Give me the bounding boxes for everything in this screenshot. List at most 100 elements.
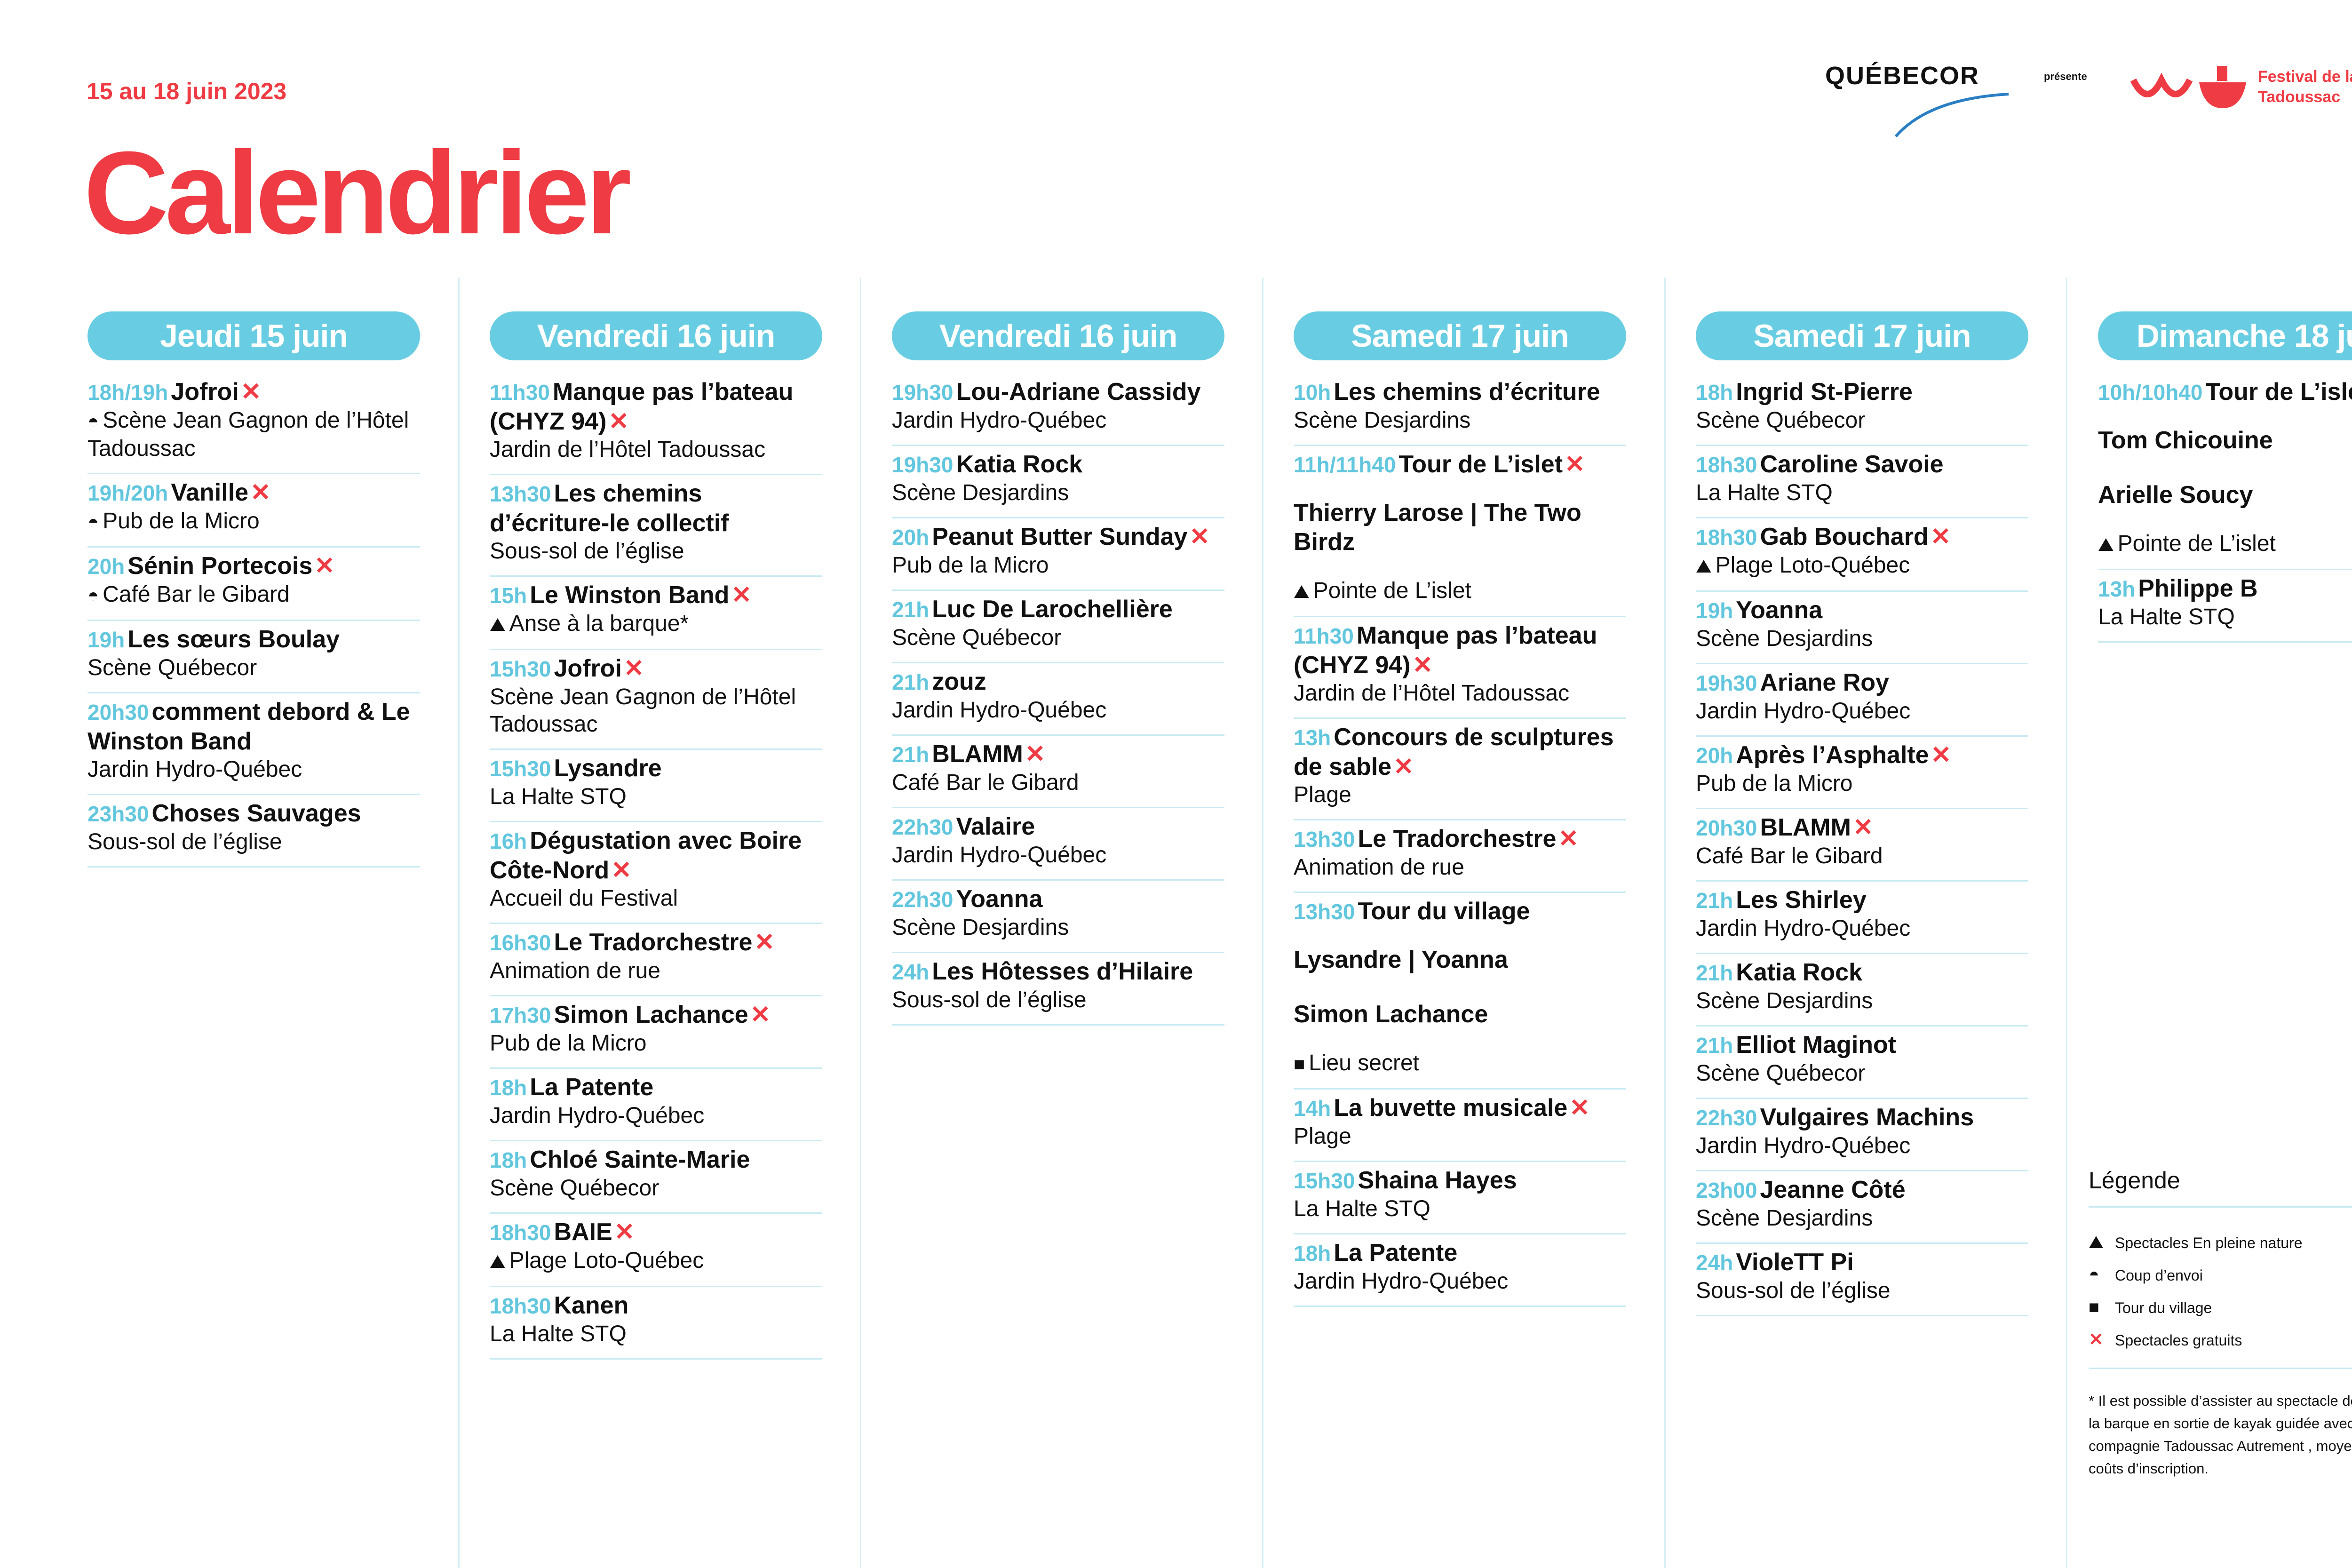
- entry-venue: Plage: [1294, 781, 1626, 809]
- entry-heading: 19h30 Ariane Roy: [1696, 668, 2028, 698]
- entry-heading: 15h30 Jofroi✕: [490, 654, 822, 684]
- entry-title: Les Shirley: [1736, 886, 1867, 914]
- venue-name: Sous-sol de l’église: [490, 539, 684, 564]
- free-x-icon: ✕: [1189, 523, 1210, 550]
- schedule-entry: 18h30 Kanen La Halte STQ: [490, 1287, 822, 1360]
- legend-item: ⛰ Spectacles En pleine nature: [2089, 1226, 2352, 1259]
- entry-title: Sénin Portecois: [127, 552, 313, 580]
- entry-time: 11h/11h40: [1294, 453, 1396, 477]
- entry-venue: Jardin Hydro-Québec: [1696, 698, 2028, 725]
- entry-time: 20h: [892, 525, 930, 549]
- legend-item: ■ Tour du village: [2089, 1291, 2352, 1324]
- entry-heading: 21h zouz: [892, 667, 1224, 697]
- entry-title: Le Winston Band: [530, 581, 730, 609]
- venue-name: Pointe de L’islet: [2117, 531, 2276, 556]
- entry-venue: Scène Desjardins: [892, 479, 1224, 507]
- entry-venue: Scène Québecor: [1696, 407, 2028, 434]
- schedule-entry: 22h30 Valaire Jardin Hydro-Québec: [892, 808, 1224, 881]
- entry-venue: Scène Desjardins: [892, 914, 1224, 941]
- schedule-entry: 18h/19h Jofroi✕ ◓ Scène Jean Gagnon de l’Hô…: [87, 374, 420, 474]
- entry-time: 19h30: [1696, 671, 1757, 695]
- legend-items: ⛰ Spectacles En pleine nature ◓ Coup d’env…: [2089, 1208, 2352, 1369]
- entry-venue: Accueil du Festival: [490, 885, 822, 912]
- entry-time: 20h: [1696, 743, 1733, 768]
- schedule-entry: 11h/11h40 Tour de L’islet✕ Thierry Larose …: [1294, 446, 1626, 617]
- coup-denvoi-icon: ◓: [2089, 1265, 2099, 1285]
- entry-venue: Sous-sol de l’église: [87, 828, 420, 856]
- free-x-icon: ✕: [614, 1218, 635, 1246]
- festival-dates: 15 au 18 juin 2023: [87, 78, 287, 104]
- entry-heading: 19h Les sœurs Boulay: [87, 625, 420, 654]
- schedule-entry: 13h Philippe B La Halte STQ: [2098, 570, 2352, 643]
- entry-time: 21h: [1696, 1033, 1733, 1058]
- entry-time: 24h: [892, 960, 930, 984]
- schedule-entry: 21h Luc De Larochellière Scène Québecor: [892, 591, 1224, 663]
- venue-name: La Halte STQ: [490, 784, 627, 809]
- schedule-entry: 15h30 Lysandre La Halte STQ: [490, 750, 822, 822]
- free-x-icon: ✕: [1931, 741, 1952, 769]
- entry-time: 22h30: [892, 815, 954, 839]
- quebecor-logo: QUÉBECOR: [1825, 61, 2009, 137]
- free-x-icon: ✕: [1852, 814, 1874, 841]
- schedule-entry: 18h30 BAIE✕ ⛰ Plage Loto-Québec: [490, 1214, 822, 1287]
- entry-title: Chloé Sainte-Marie: [530, 1146, 750, 1173]
- entry-venue: Sous-sol de l’église: [892, 987, 1224, 1014]
- entry-title: Caroline Savoie: [1760, 451, 1944, 478]
- entry-time: 20h30: [87, 700, 149, 724]
- schedule-entry: 18h Ingrid St-Pierre Scène Québecor: [1696, 374, 2028, 446]
- entry-title: Jofroi: [171, 378, 239, 406]
- entry-venue: ⛰ Plage Loto-Québec: [490, 1247, 822, 1275]
- entry-heading: 10h Les chemins d’écriture: [1294, 377, 1626, 407]
- entry-performers: Tom Chicouine: [2098, 427, 2273, 454]
- entry-heading: 13h30 Tour du village: [1294, 897, 1626, 926]
- entry-venue: Café Bar le Gibard: [892, 769, 1224, 796]
- entry-heading: 20h30 BLAMM✕: [1696, 813, 2028, 843]
- day-header: Dimanche 18 juin: [2098, 311, 2352, 360]
- venue-name: Animation de rue: [490, 958, 660, 983]
- nature-icon: ⛰: [1696, 556, 1712, 577]
- entry-venue: Scène Québecor: [490, 1175, 822, 1202]
- day-header: Samedi 17 juin: [1294, 311, 1626, 360]
- venue-name: Jardin Hydro-Québec: [892, 843, 1107, 868]
- entry-venue: Scène Québecor: [892, 624, 1224, 652]
- entry-time: 13h30: [490, 482, 551, 506]
- schedule-entry: 13h Concours de sculptures de sable✕ Plage: [1294, 719, 1626, 820]
- schedule-entry: 20h Après l’Asphalte✕ Pub de la Micro: [1696, 737, 2028, 809]
- presents-label: présente: [2044, 71, 2087, 82]
- venue-name: Scène Jean Gagnon de l’Hôtel Tadoussac: [87, 408, 409, 461]
- day-column: Vendredi 16 juin 11h30 Manque pas l’bateau…: [490, 311, 822, 1360]
- coup-denvoi-icon: ◓: [87, 512, 99, 533]
- entry-time: 24h: [1696, 1250, 1733, 1275]
- entry-venue: ■ Lieu secret: [1294, 1035, 1626, 1078]
- entry-heading: 22h30 Yoanna: [892, 884, 1224, 914]
- entry-title: Philippe B: [2138, 575, 2258, 602]
- entry-venue: Jardin Hydro-Québec: [1696, 1132, 2028, 1160]
- schedule-entry: 13h30 Tour du village Lysandre | Yoanna Sim…: [1294, 893, 1626, 1090]
- entry-heading: 15h30 Shaina Hayes: [1294, 1166, 1626, 1195]
- entry-time: 10h: [1294, 380, 1331, 405]
- schedule-entry: 18h Chloé Sainte-Marie Scène Québecor: [490, 1141, 822, 1214]
- legend-item: ◓ Coup d’envoi: [2089, 1259, 2352, 1291]
- festival-name: Festival de la chanson de Tadoussac: [2258, 68, 2352, 106]
- schedule-entry: 21h BLAMM✕ Café Bar le Gibard: [892, 736, 1224, 808]
- entry-title: Le Tradorchestre: [554, 929, 753, 956]
- free-x-icon: ✕: [1412, 652, 1433, 679]
- venue-name: Scène Québecor: [892, 625, 1062, 650]
- schedule-entry: 24h VioleTT Pi Sous-sol de l’église: [1696, 1244, 2028, 1316]
- entry-venue: Jardin Hydro-Québec: [1696, 915, 2028, 942]
- schedule-entry: 15h30 Shaina Hayes La Halte STQ: [1294, 1162, 1626, 1234]
- venue-name: Plage: [1294, 1124, 1351, 1149]
- entry-venue: ⛰ Pointe de L’islet: [2098, 516, 2352, 558]
- free-x-icon: ✕: [250, 479, 271, 506]
- venue-name: Animation de rue: [1294, 855, 1464, 880]
- entry-time: 13h30: [1294, 899, 1355, 924]
- legend-label: Coup d’envoi: [2115, 1267, 2203, 1284]
- schedule-entry: 18h30 Caroline Savoie La Halte STQ: [1696, 446, 2028, 518]
- entry-time: 21h: [1696, 961, 1733, 985]
- entry-heading: 15h Le Winston Band✕: [490, 581, 822, 610]
- schedule-entry: 19h Yoanna Scène Desjardins: [1696, 592, 2028, 664]
- schedule-entry: 18h La Patente Jardin Hydro-Québec: [490, 1069, 822, 1141]
- coup-denvoi-icon: ◓: [87, 411, 99, 432]
